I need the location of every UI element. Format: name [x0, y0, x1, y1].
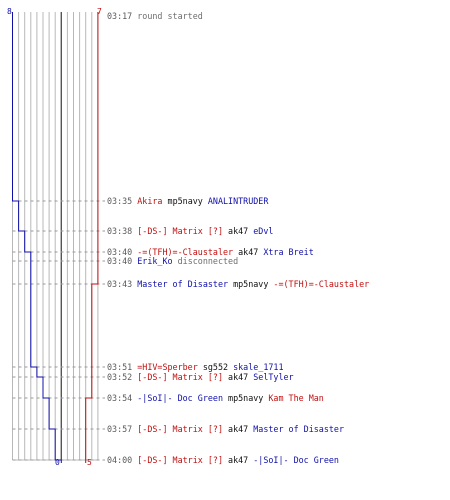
event-text: disconnected	[177, 256, 239, 266]
weapon-name: ak47	[228, 424, 249, 434]
blue-end-count: 0	[55, 458, 60, 467]
weapon-name: ak47	[228, 372, 249, 382]
kill-feed-row: 03:35 Akira mp5navy ANALINTRUDER	[107, 196, 268, 206]
player-name: Master of Disaster	[137, 279, 229, 289]
player-name: Kam The Man	[268, 393, 324, 403]
player-name: SelTyler	[253, 372, 294, 382]
event-time: 03:17	[107, 11, 133, 21]
player-name: ANALINTRUDER	[207, 196, 269, 206]
player-name: [-DS-] Matrix [?]	[137, 455, 223, 465]
event-time: 03:35	[107, 196, 133, 206]
weapon-name: ak47	[228, 226, 249, 236]
weapon-name: sg552	[202, 362, 229, 372]
event-time: 03:51	[107, 362, 133, 372]
player-name: -=(TFH)=-Claustaler	[273, 279, 370, 289]
kill-feed-row: 03:51 =HIV=Sperber sg552 skale_1711	[107, 362, 284, 372]
player-name: -=(TFH)=-Claustaler	[137, 247, 234, 257]
kill-feed-row: 03:57 [-DS-] Matrix [?] ak47 Master of D…	[107, 424, 344, 434]
weapon-name: ak47	[238, 247, 259, 257]
event-time: 03:54	[107, 393, 133, 403]
kill-feed-row: 04:00 [-DS-] Matrix [?] ak47 -|SoI|- Doc…	[107, 455, 339, 465]
kill-feed-row: 03:43 Master of Disaster mp5navy -=(TFH)…	[107, 279, 369, 289]
event-time: 03:52	[107, 372, 133, 382]
event-time: 03:38	[107, 226, 133, 236]
kill-feed-row: 03:17 round started	[107, 11, 203, 21]
blue-start-count: 8	[7, 7, 12, 16]
player-name: skale_1711	[233, 362, 284, 372]
event-time: 03:43	[107, 279, 133, 289]
player-name: Erik_Ko	[137, 256, 173, 266]
red-end-count: 5	[87, 458, 92, 467]
player-name: eDvl	[253, 226, 274, 236]
player-name: -|SoI|- Doc Green	[253, 455, 339, 465]
event-time: 03:57	[107, 424, 133, 434]
kill-feed-row: 03:54 -|SoI|- Doc Green mp5navy Kam The …	[107, 393, 324, 403]
weapon-name: ak47	[228, 455, 249, 465]
player-name: [-DS-] Matrix [?]	[137, 372, 223, 382]
red-team-line	[85, 12, 99, 463]
blue-team-line	[12, 12, 62, 463]
player-name: [-DS-] Matrix [?]	[137, 226, 223, 236]
player-name: -|SoI|- Doc Green	[137, 393, 223, 403]
kill-feed-row: 03:38 [-DS-] Matrix [?] ak47 eDvl	[107, 226, 273, 236]
player-name: Master of Disaster	[253, 424, 345, 434]
weapon-name: mp5navy	[228, 393, 264, 403]
player-name: [-DS-] Matrix [?]	[137, 424, 223, 434]
event-time: 04:00	[107, 455, 133, 465]
red-start-count: 7	[97, 7, 102, 16]
kill-feed-row: 03:40 Erik_Ko disconnected	[107, 256, 238, 266]
event-time: 03:40	[107, 247, 133, 257]
kill-feed-row: 03:40 -=(TFH)=-Claustaler ak47 Xtra Brei…	[107, 247, 314, 257]
weapon-name: mp5navy	[167, 196, 203, 206]
event-time: 03:40	[107, 256, 133, 266]
weapon-name: mp5navy	[233, 279, 269, 289]
player-name: Xtra Breit	[263, 247, 314, 257]
player-name: =HIV=Sperber	[137, 362, 198, 372]
event-text: round started	[137, 11, 203, 21]
player-name: Akira	[137, 196, 163, 206]
kill-feed-row: 03:52 [-DS-] Matrix [?] ak47 SelTyler	[107, 372, 294, 382]
